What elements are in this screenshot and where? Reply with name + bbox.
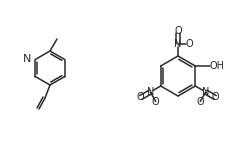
Text: OH: OH [210,61,225,71]
Text: O: O [211,93,219,102]
Text: N: N [174,39,182,49]
Text: N: N [202,87,209,97]
Text: O: O [137,93,145,102]
Text: O: O [196,97,204,107]
Text: N: N [147,87,154,97]
Text: O: O [185,39,193,49]
Text: N: N [22,54,31,65]
Text: O: O [174,26,182,36]
Text: O: O [152,97,159,107]
